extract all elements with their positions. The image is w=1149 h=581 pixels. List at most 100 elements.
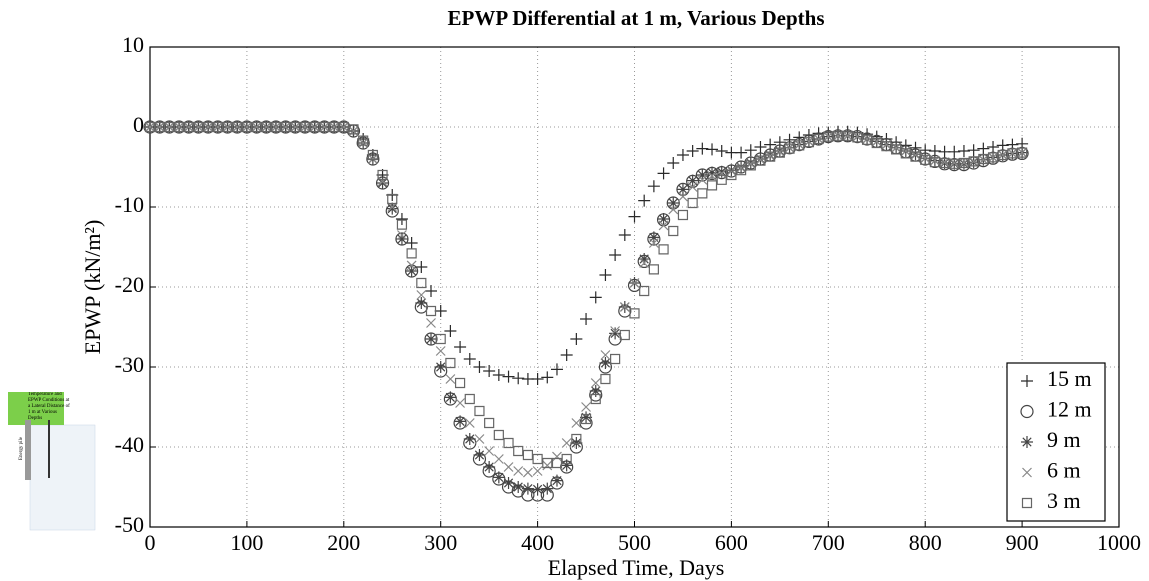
data-point xyxy=(512,481,525,493)
y-tick-label: 0 xyxy=(133,112,144,137)
data-point xyxy=(589,388,603,402)
data-point xyxy=(910,151,921,162)
data-point xyxy=(435,346,446,356)
data-point xyxy=(678,191,688,202)
data-point xyxy=(531,483,544,496)
data-point xyxy=(794,140,805,151)
data-point xyxy=(628,210,641,223)
legend-label: 6 m xyxy=(1047,458,1081,483)
data-point xyxy=(735,165,747,176)
data-point xyxy=(541,482,554,495)
data-point xyxy=(987,152,999,163)
data-point xyxy=(648,238,659,248)
data-point xyxy=(300,122,310,132)
data-point xyxy=(503,462,514,472)
data-point xyxy=(957,145,970,157)
x-tick-label: 600 xyxy=(715,530,748,555)
legend-label: 15 m xyxy=(1047,366,1092,391)
data-point xyxy=(716,174,727,185)
data-point xyxy=(434,361,447,373)
data-point xyxy=(697,174,708,185)
legend-marker xyxy=(1020,404,1034,419)
data-point xyxy=(164,121,175,133)
data-point xyxy=(579,416,593,430)
data-point xyxy=(958,157,970,169)
data-point xyxy=(474,434,485,444)
data-point xyxy=(397,230,407,240)
data-point xyxy=(290,122,301,132)
data-point xyxy=(405,265,418,277)
data-point xyxy=(580,313,593,325)
data-point xyxy=(251,121,262,133)
data-point xyxy=(183,122,194,132)
y-tick-label: -10 xyxy=(115,192,144,217)
x-tick-label: 500 xyxy=(618,530,651,555)
data-point xyxy=(319,121,330,133)
data-point xyxy=(842,130,853,141)
data-point xyxy=(270,121,282,133)
data-point xyxy=(774,147,785,158)
data-point xyxy=(638,194,651,207)
data-point xyxy=(647,180,660,193)
data-point xyxy=(687,182,698,192)
x-tick-label: 800 xyxy=(909,530,942,555)
data-point xyxy=(696,169,709,181)
data-point xyxy=(193,121,204,133)
data-point xyxy=(435,333,446,345)
data-point xyxy=(174,122,184,132)
data-point xyxy=(144,121,156,133)
data-point xyxy=(503,437,514,449)
data-point xyxy=(385,204,399,218)
data-point xyxy=(552,451,562,462)
legend-marker xyxy=(1022,467,1032,478)
data-point xyxy=(377,176,388,187)
data-point xyxy=(426,318,436,328)
data-point xyxy=(532,466,543,476)
data-point xyxy=(589,385,602,397)
data-point xyxy=(618,304,632,318)
data-point xyxy=(823,131,834,142)
data-point xyxy=(1017,147,1028,158)
data-point xyxy=(434,305,447,317)
data-point xyxy=(715,165,728,178)
data-point xyxy=(706,180,718,191)
data-point xyxy=(871,137,882,149)
data-point xyxy=(483,461,496,473)
data-point xyxy=(513,445,524,457)
data-point xyxy=(569,440,583,454)
data-point xyxy=(406,248,417,259)
data-point xyxy=(881,141,892,152)
data-point xyxy=(639,258,650,268)
data-point xyxy=(686,145,699,157)
data-point xyxy=(920,154,931,165)
data-point xyxy=(968,156,979,167)
data-point xyxy=(309,122,320,132)
x-tick-label: 300 xyxy=(424,530,457,555)
data-point xyxy=(521,488,535,502)
data-point xyxy=(376,177,389,189)
data-point xyxy=(377,169,388,181)
data-point xyxy=(348,124,359,135)
data-point xyxy=(154,122,165,132)
data-point xyxy=(561,438,572,448)
chart-title: EPWP Differential at 1 m, Various Depths xyxy=(447,6,824,30)
data-point xyxy=(454,341,467,353)
data-point xyxy=(309,121,320,133)
data-point xyxy=(697,188,708,199)
data-point xyxy=(173,121,185,133)
data-point xyxy=(455,398,466,408)
data-point xyxy=(949,158,960,169)
data-point xyxy=(396,219,408,230)
inset-ground xyxy=(8,392,64,425)
data-point xyxy=(454,415,467,428)
data-point xyxy=(755,155,766,166)
data-point xyxy=(386,202,399,215)
data-point xyxy=(522,449,534,461)
data-point xyxy=(454,377,466,389)
data-point xyxy=(580,411,593,424)
data-point xyxy=(416,290,427,300)
data-point xyxy=(513,466,524,476)
data-point xyxy=(803,136,814,147)
data-point xyxy=(832,130,844,141)
data-point xyxy=(736,162,747,173)
